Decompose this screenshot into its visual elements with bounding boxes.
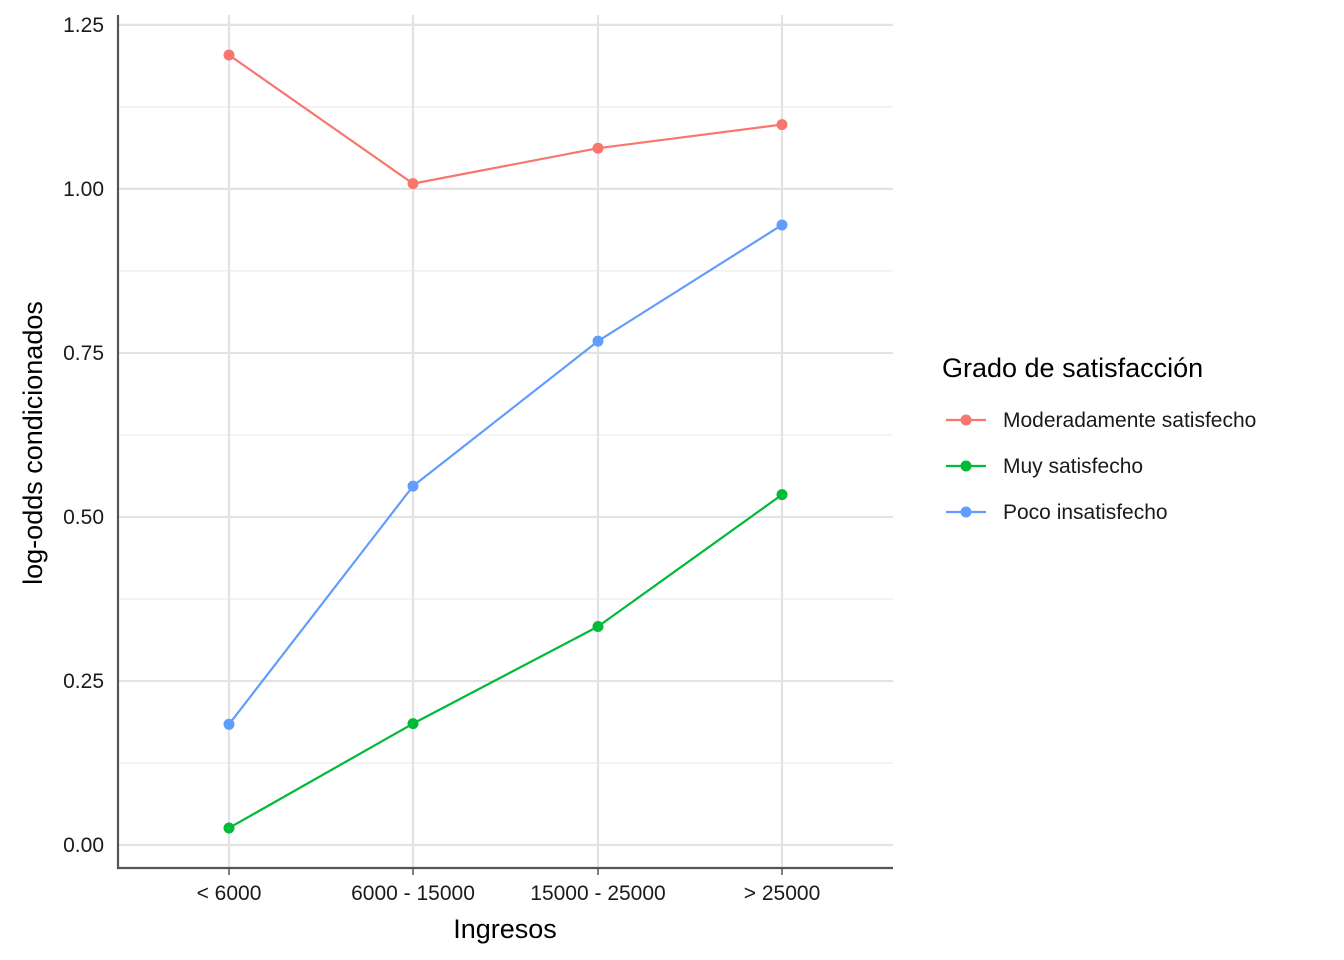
data-point bbox=[407, 718, 419, 730]
data-point bbox=[776, 489, 788, 501]
data-point bbox=[223, 49, 235, 61]
data-point bbox=[223, 718, 235, 730]
series-points bbox=[223, 49, 788, 834]
data-point bbox=[776, 219, 788, 231]
y-tick-label: 0.00 bbox=[63, 834, 104, 857]
legend-key-point bbox=[960, 414, 972, 426]
legend-label: Moderadamente satisfecho bbox=[1003, 409, 1256, 432]
y-tick-label: 0.75 bbox=[63, 342, 104, 365]
x-tick-label: 6000 - 15000 bbox=[351, 882, 475, 905]
y-tick-label: 0.25 bbox=[63, 670, 104, 693]
data-point bbox=[776, 119, 788, 131]
x-tick-label: > 25000 bbox=[744, 882, 821, 905]
major-gridlines bbox=[118, 15, 893, 868]
data-point bbox=[223, 822, 235, 834]
y-axis-ticks: 0.00 0.25 0.50 0.75 1.00 1.25 bbox=[63, 14, 104, 857]
x-axis-title: Ingresos bbox=[453, 914, 557, 944]
legend: Grado de satisfacción Moderadamente sati… bbox=[942, 353, 1256, 524]
legend-title: Grado de satisfacción bbox=[942, 353, 1203, 383]
y-tick-label: 0.50 bbox=[63, 506, 104, 529]
x-tick-label: 15000 - 25000 bbox=[530, 882, 665, 905]
x-axis-ticks: < 6000 6000 - 15000 15000 - 25000 > 25000 bbox=[197, 868, 821, 905]
y-axis-title: log-odds condicionados bbox=[18, 301, 48, 585]
data-point bbox=[407, 480, 419, 492]
legend-label: Poco insatisfecho bbox=[1003, 501, 1168, 524]
series-line bbox=[228, 224, 783, 725]
series-line bbox=[228, 493, 783, 829]
data-point bbox=[407, 178, 419, 190]
y-tick-label: 1.25 bbox=[63, 14, 104, 37]
data-point bbox=[592, 335, 604, 347]
minor-gridlines bbox=[118, 106, 893, 764]
x-tick-label: < 6000 bbox=[197, 882, 262, 905]
axis-lines bbox=[116, 15, 893, 870]
data-point bbox=[592, 621, 604, 633]
legend-key-point bbox=[960, 506, 972, 518]
y-tick-label: 1.00 bbox=[63, 178, 104, 201]
data-point bbox=[592, 142, 604, 154]
legend-key-point bbox=[960, 460, 972, 472]
series-line bbox=[228, 54, 783, 185]
series-lines bbox=[228, 54, 783, 829]
legend-label: Muy satisfecho bbox=[1003, 455, 1143, 478]
legend-items: Moderadamente satisfecho Muy satisfecho Po… bbox=[946, 409, 1256, 524]
